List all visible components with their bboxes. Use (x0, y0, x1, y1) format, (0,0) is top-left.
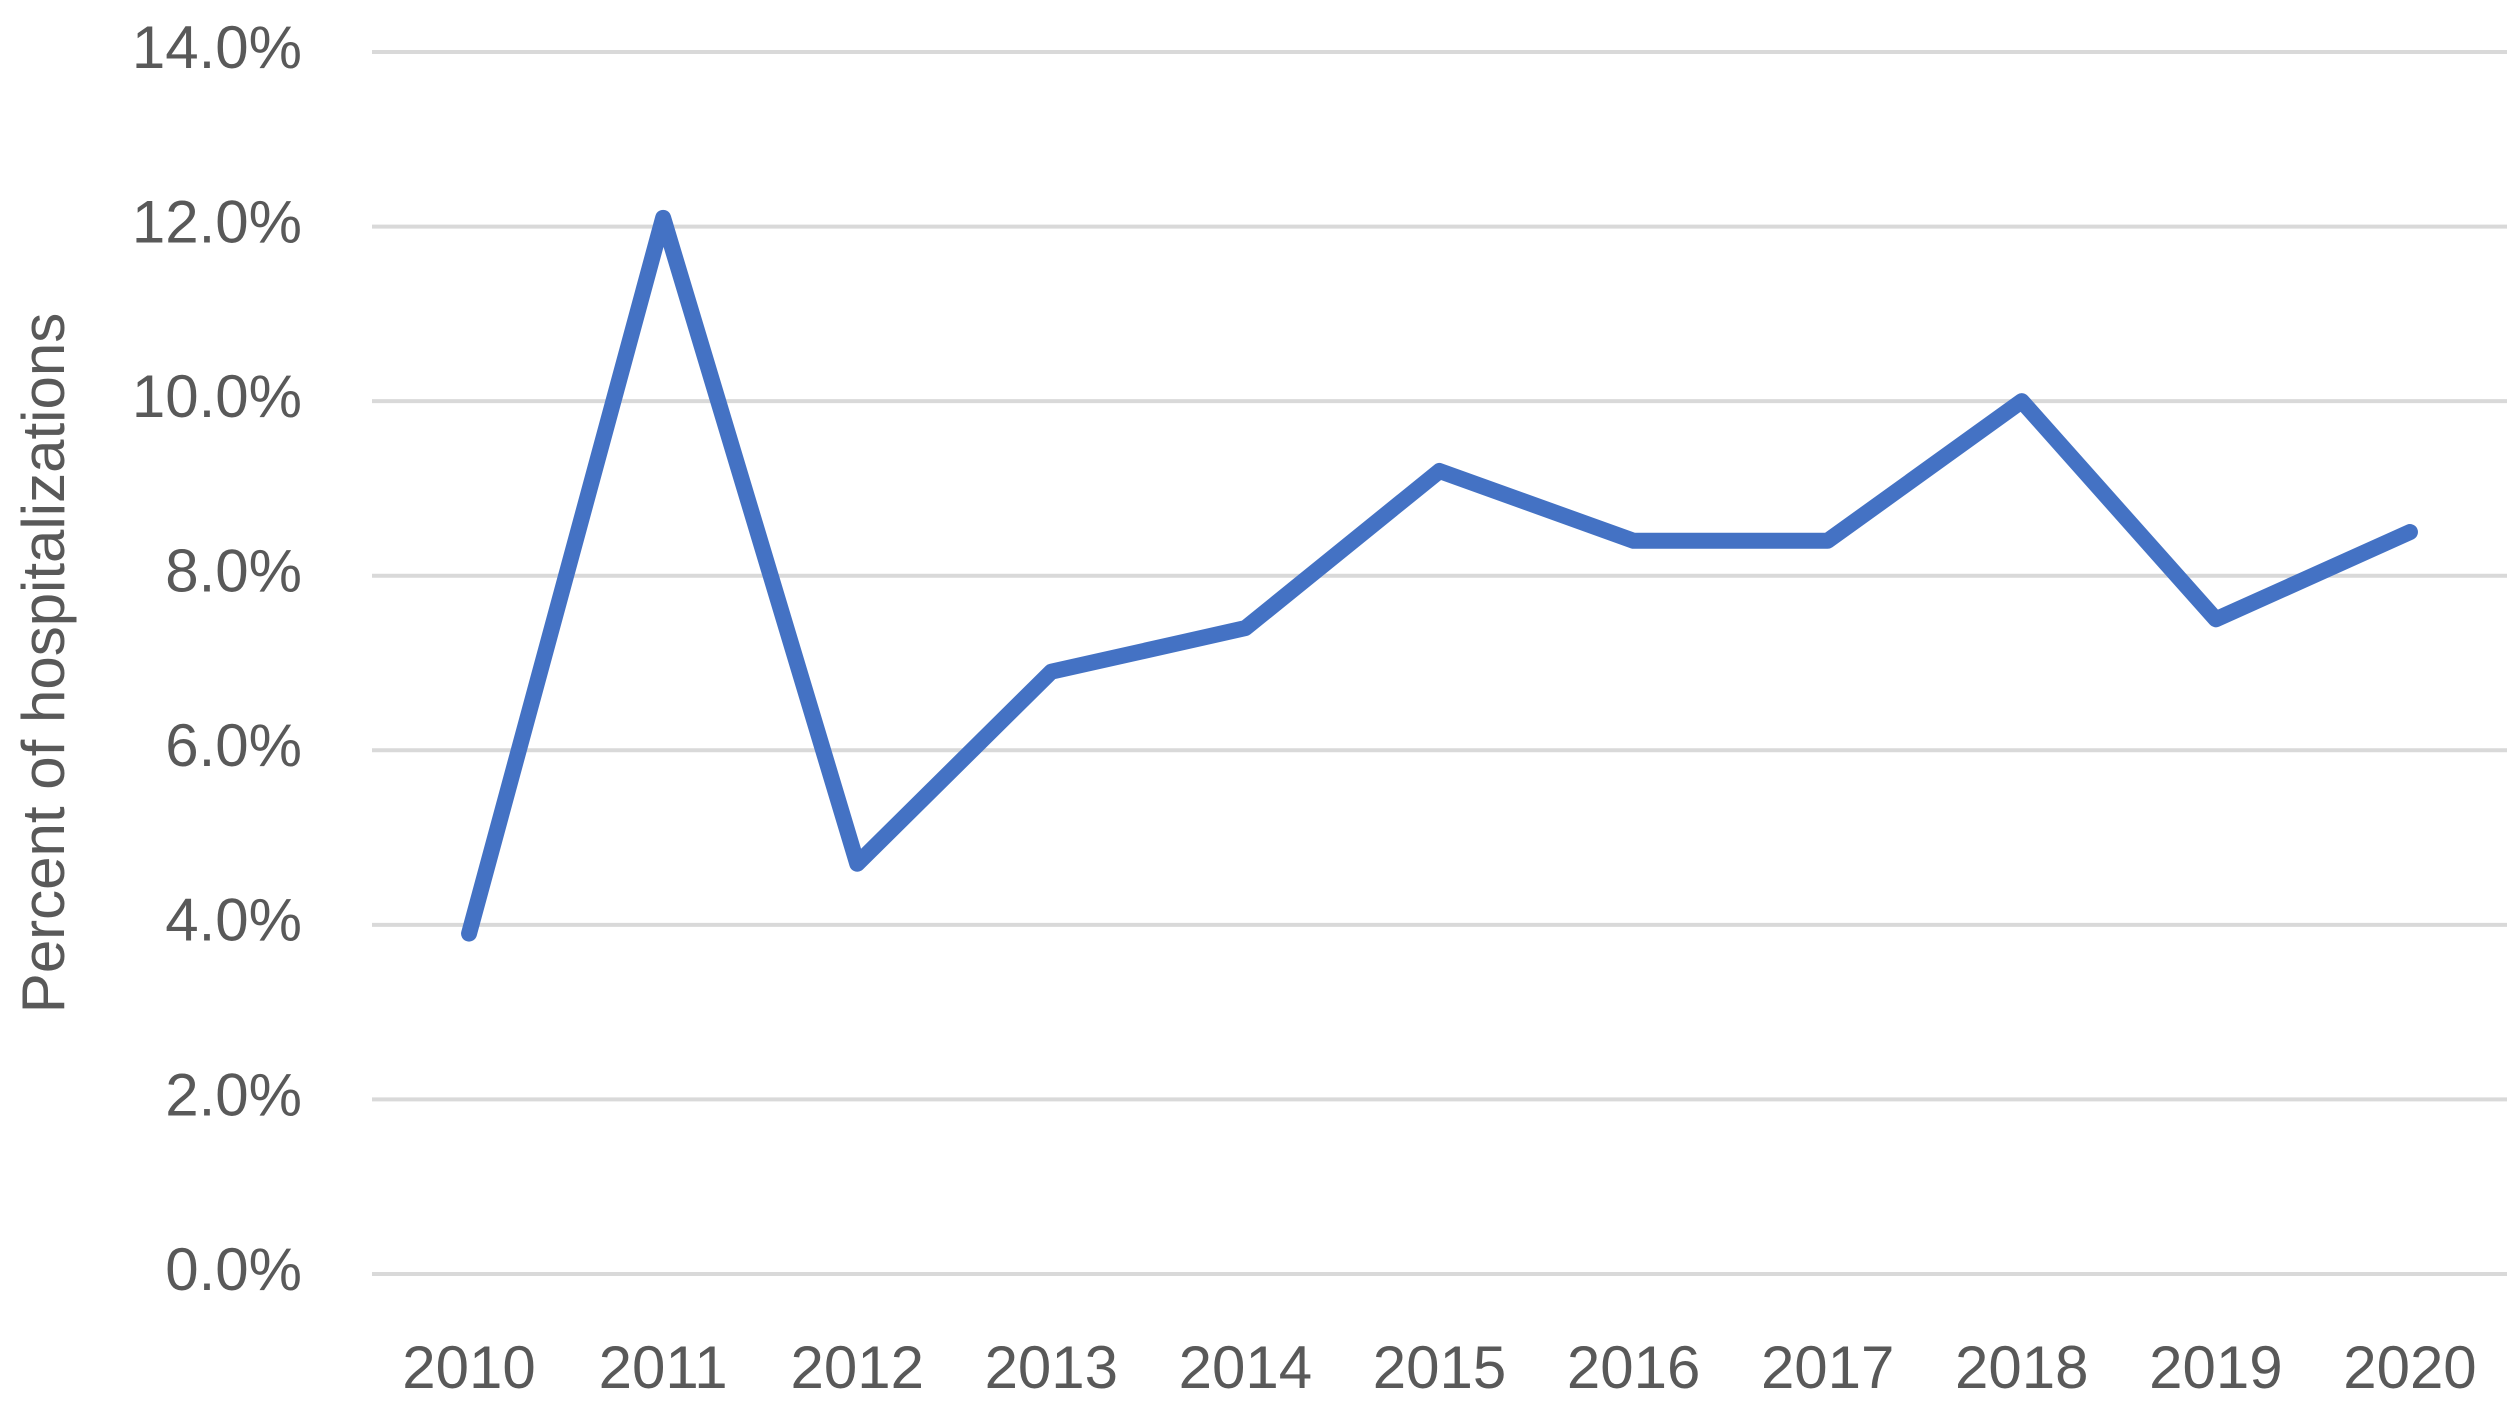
y-tick-label: 2.0% (165, 1061, 302, 1128)
x-tick-label: 2020 (2343, 1334, 2476, 1401)
y-tick-label: 10.0% (132, 363, 302, 430)
x-tick-label: 2016 (1567, 1334, 1700, 1401)
x-tick-label: 2019 (2149, 1334, 2282, 1401)
x-tick-label: 2017 (1761, 1334, 1894, 1401)
x-tick-label: 2011 (599, 1334, 728, 1401)
x-tick-label: 2013 (985, 1334, 1118, 1401)
y-tick-label: 6.0% (165, 712, 302, 779)
y-tick-label: 14.0% (132, 14, 302, 81)
data-line (461, 209, 2418, 942)
y-tick-label: 12.0% (132, 188, 302, 255)
x-tick-label: 2012 (790, 1334, 923, 1401)
y-axis-label: Percent of hospitalizations (10, 313, 77, 1013)
x-tick-label: 2014 (1179, 1334, 1312, 1401)
x-tick-label: 2018 (1955, 1334, 2088, 1401)
y-tick-label: 4.0% (165, 887, 302, 954)
x-tick-label: 2015 (1373, 1334, 1506, 1401)
y-tick-label: 8.0% (165, 538, 302, 605)
y-tick-label: 0.0% (165, 1236, 302, 1303)
x-tick-label: 2010 (402, 1334, 535, 1401)
